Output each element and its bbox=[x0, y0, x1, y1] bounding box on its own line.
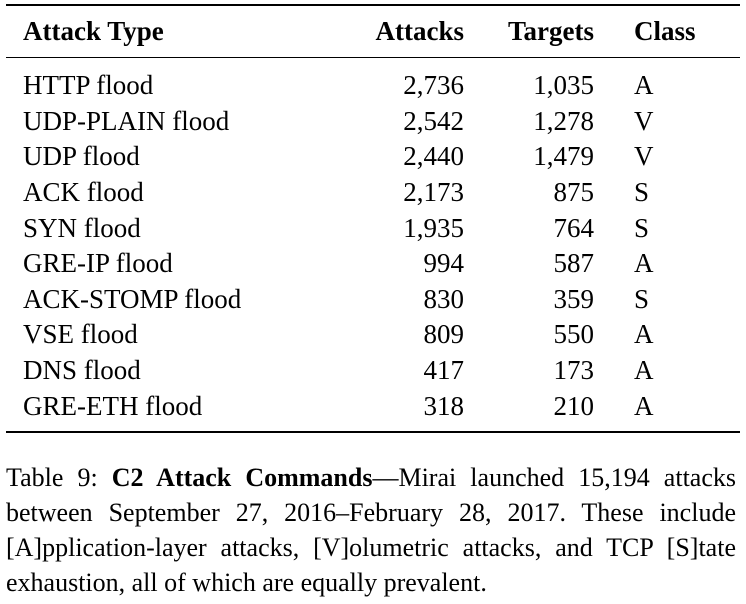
table-header-rule bbox=[6, 57, 740, 58]
cell-attacks: 830 bbox=[423, 283, 465, 314]
header-class: Class bbox=[634, 16, 696, 46]
cell-targets: 1,479 bbox=[533, 141, 594, 172]
header-targets: Targets bbox=[508, 16, 594, 46]
cell-targets: 764 bbox=[553, 212, 595, 243]
attack-commands-table: Attack Type Attacks Targets Class HTTP f… bbox=[6, 6, 740, 431]
cell-targets: 1,278 bbox=[533, 105, 594, 136]
caption-label: Table 9: bbox=[6, 463, 98, 492]
cell-targets: 210 bbox=[553, 390, 595, 421]
table-row: SYN flood 1,935 764 S bbox=[6, 210, 740, 246]
table-body: HTTP flood 2,736 1,035 A UDP-PLAIN flood 2,54… bbox=[6, 58, 740, 431]
cell-attack-type: UDP-PLAIN flood bbox=[23, 105, 230, 136]
table-header-row: Attack Type Attacks Targets Class bbox=[6, 6, 740, 57]
cell-attack-type: GRE-ETH flood bbox=[23, 390, 203, 421]
cell-targets: 875 bbox=[553, 177, 595, 208]
caption-text: Mirai launched 15,194 attacks between Se… bbox=[6, 463, 736, 597]
cell-attack-type: VSE flood bbox=[23, 319, 138, 350]
cell-targets: 1,035 bbox=[533, 70, 594, 101]
cell-class: A bbox=[634, 70, 654, 101]
table-row: ACK flood 2,173 875 S bbox=[6, 175, 740, 211]
cell-attacks: 2,173 bbox=[403, 177, 464, 208]
cell-attacks: 809 bbox=[423, 319, 465, 350]
cell-attacks: 318 bbox=[423, 390, 465, 421]
table-row: UDP-PLAIN flood 2,542 1,278 V bbox=[6, 104, 740, 140]
table-row: UDP flood 2,440 1,479 V bbox=[6, 139, 740, 175]
cell-attack-type: ACK flood bbox=[23, 177, 144, 208]
table-top-rule bbox=[6, 4, 740, 6]
table-row: GRE-IP flood 994 587 A bbox=[6, 246, 740, 282]
caption-separator: — bbox=[372, 463, 399, 492]
cell-class: A bbox=[634, 355, 654, 386]
cell-class: S bbox=[634, 283, 650, 314]
cell-attacks: 2,440 bbox=[403, 141, 464, 172]
cell-class: S bbox=[634, 177, 650, 208]
cell-attack-type: SYN flood bbox=[23, 212, 141, 243]
cell-attacks: 2,736 bbox=[403, 70, 464, 101]
table-row: DNS flood 417 173 A bbox=[6, 353, 740, 389]
header-attack-type: Attack Type bbox=[23, 16, 164, 46]
cell-attack-type: GRE-IP flood bbox=[23, 248, 173, 279]
cell-attacks: 417 bbox=[423, 355, 465, 386]
table-row: ACK-STOMP flood 830 359 S bbox=[6, 282, 740, 318]
cell-targets: 359 bbox=[553, 283, 595, 314]
table-row: GRE-ETH flood 318 210 A bbox=[6, 388, 740, 424]
cell-class: A bbox=[634, 390, 654, 421]
cell-attacks: 994 bbox=[423, 248, 465, 279]
cell-attack-type: DNS flood bbox=[23, 355, 141, 386]
cell-attacks: 1,935 bbox=[403, 212, 464, 243]
cell-attacks: 2,542 bbox=[403, 105, 464, 136]
cell-class: A bbox=[634, 319, 654, 350]
cell-targets: 550 bbox=[553, 319, 595, 350]
cell-targets: 587 bbox=[553, 248, 595, 279]
cell-attack-type: UDP flood bbox=[23, 141, 140, 172]
table-row: HTTP flood 2,736 1,035 A bbox=[6, 68, 740, 104]
attack-commands-table-container: Attack Type Attacks Targets Class HTTP f… bbox=[6, 4, 740, 433]
cell-attack-type: HTTP flood bbox=[23, 70, 154, 101]
table-caption: Table 9: C2 Attack Commands—Mirai launch… bbox=[6, 460, 736, 600]
cell-attack-type: ACK-STOMP flood bbox=[23, 283, 242, 314]
cell-class: A bbox=[634, 248, 654, 279]
header-attacks: Attacks bbox=[375, 16, 465, 46]
table-bottom-rule bbox=[6, 430, 740, 433]
cell-targets: 173 bbox=[553, 355, 595, 386]
caption-title: C2 Attack Commands bbox=[111, 463, 373, 492]
cell-class: V bbox=[634, 105, 654, 136]
table-row: VSE flood 809 550 A bbox=[6, 317, 740, 353]
cell-class: V bbox=[634, 141, 654, 172]
cell-class: S bbox=[634, 212, 650, 243]
